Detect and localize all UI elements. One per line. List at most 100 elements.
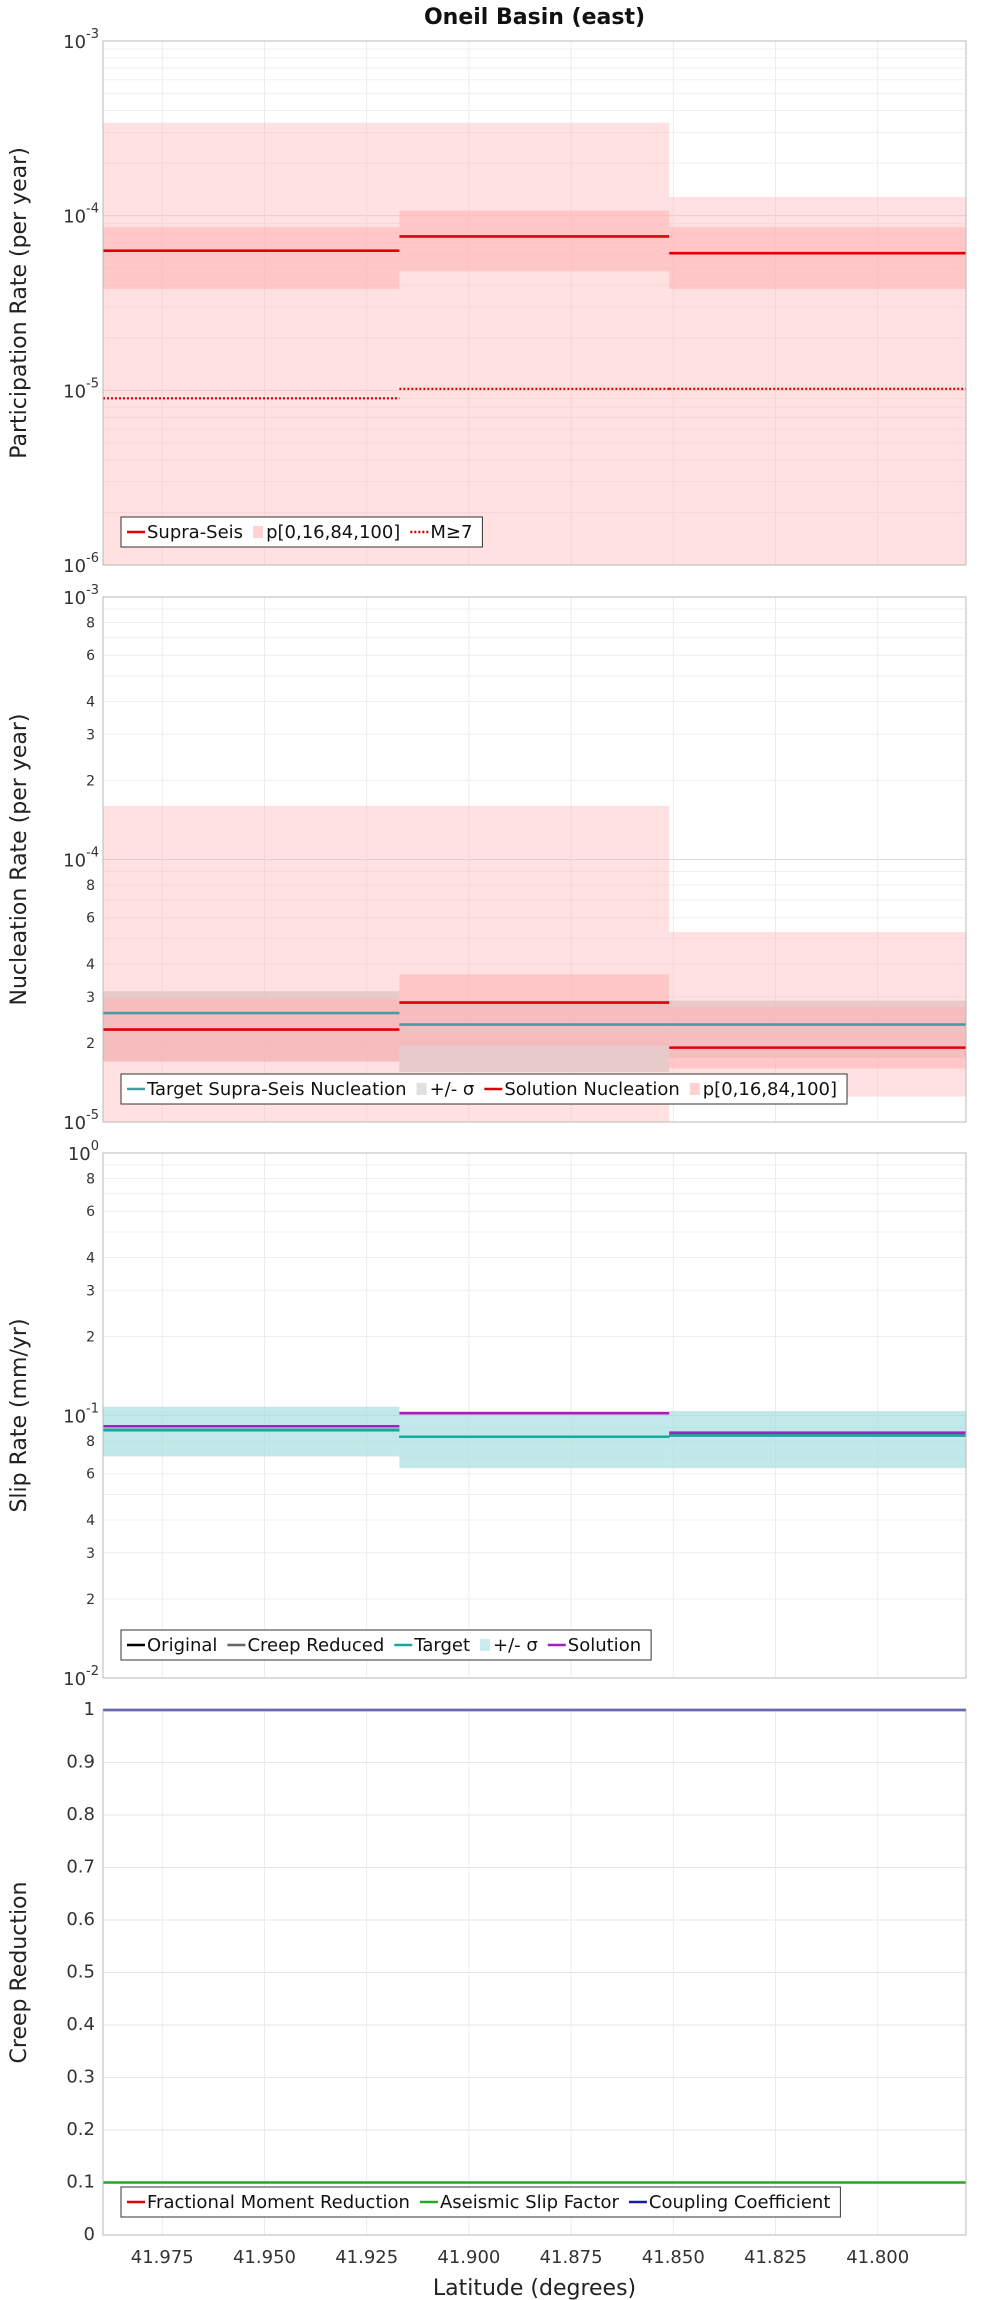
x-tick-label: 41.900 [437, 2247, 500, 2268]
y-tick-label: 3 [86, 1283, 95, 1299]
band-mark [399, 210, 670, 272]
y-tick-label: 6 [86, 1467, 95, 1483]
legend-label: Coupling Coefficient [649, 2192, 830, 2213]
legend-label: Fractional Moment Reduction [147, 2192, 410, 2213]
band-mark [669, 227, 966, 290]
x-tick-label: 41.825 [744, 2247, 807, 2268]
legend-swatch [416, 1083, 427, 1095]
legend: Fractional Moment Reduction Aseismic Slip… [120, 2186, 841, 2218]
x-tick-label: 41.875 [540, 2247, 603, 2268]
y-tick-label: 0.4 [66, 2014, 95, 2035]
x-tick-label: 41.925 [335, 2247, 398, 2268]
y-tick-label: 10-6 [63, 551, 99, 577]
plot-frame [102, 596, 967, 1123]
y-tick-label: 100 [68, 1139, 99, 1165]
y-tick-label: 8 [86, 878, 95, 894]
chart-panel-3: 100 8 6 4 3 2 10-1 8 6 4 3 2 10-2 Slip Rate (mm/yr) Or… [7, 1139, 967, 1690]
y-tick-label: 6 [86, 911, 95, 927]
y-tick-label: 0.8 [66, 1804, 95, 1825]
legend-label: +/- σ [493, 1635, 538, 1656]
y-tick-label: 2 [86, 1592, 95, 1608]
y-tick-label: 10-3 [63, 27, 99, 53]
x-axis-label: Latitude (degrees) [433, 2276, 636, 2300]
y-tick-label: 4 [86, 1513, 95, 1529]
y-axis-label: Creep Reduction [7, 1882, 32, 2064]
y-tick-label: 0.6 [66, 1909, 95, 1930]
y-axis-label: Slip Rate (mm/yr) [7, 1318, 32, 1512]
legend-label: Solution [568, 1635, 641, 1656]
y-tick-label: 0.2 [66, 2119, 95, 2140]
y-tick-label: 1 [84, 1699, 95, 1720]
y-tick-label: 4 [86, 1250, 95, 1266]
band-mark [399, 805, 670, 1122]
band-mark [103, 227, 400, 290]
legend-label: M≥7 [430, 522, 472, 543]
y-tick-label: 4 [86, 694, 95, 710]
legend: Supra-Seis p[0,16,84,100] M≥7 [120, 516, 483, 548]
legend-label: +/- σ [430, 1079, 475, 1100]
band-mark [103, 805, 400, 1122]
legend-label: Aseismic Slip Factor [440, 2192, 620, 2213]
y-tick-label: 0.5 [66, 1962, 95, 1983]
y-tick-label: 8 [86, 615, 95, 631]
x-tick-label: 41.850 [642, 2247, 705, 2268]
chart-panel-4: 1 0.9 0.8 0.7 0.6 0.5 0.4 0.3 0.2 0.1 0 Creep Reduc… [7, 1699, 967, 2300]
legend-label: Original [147, 1635, 217, 1656]
legend-label: Supra-Seis [147, 522, 243, 543]
plot-frame [102, 1152, 967, 1679]
legend-swatch [480, 1639, 490, 1651]
plot-frame [102, 1709, 967, 2236]
chart-panel-2: 10-3 8 6 4 3 2 10-4 8 6 4 3 2 10-5 Nucleation Rate (p… [7, 583, 967, 1134]
y-tick-label: 0.9 [66, 1752, 95, 1773]
y-tick-label: 10-2 [63, 1664, 99, 1690]
band-mark [669, 1006, 966, 1069]
band-mark [103, 1406, 400, 1457]
legend-swatch [689, 1083, 700, 1095]
y-tick-label: 10-3 [63, 583, 99, 609]
y-tick-label: 3 [86, 1546, 95, 1562]
legend-label: p[0,16,84,100] [266, 522, 400, 543]
legend-label: Target Supra-Seis Nucleation [146, 1079, 407, 1100]
y-tick-label: 8 [86, 1171, 95, 1187]
y-tick-label: 4 [86, 957, 95, 973]
band-mark [399, 1411, 670, 1469]
band-mark [103, 122, 400, 565]
y-tick-label: 10-4 [63, 202, 99, 228]
legend: Target Supra-Seis Nucleation +/- σ Solutio… [120, 1073, 848, 1105]
chart-panel-1: 10-3 10-4 10-5 10-6 Participation Rate (per … [7, 5, 967, 577]
legend-label: p[0,16,84,100] [703, 1079, 837, 1100]
chart-title: Oneil Basin (east) [424, 5, 645, 30]
legend: Original Creep Reduced Target +/- σ Solution [120, 1629, 652, 1661]
x-tick-label: 41.800 [846, 2247, 909, 2268]
y-tick-label: 6 [86, 648, 95, 664]
y-tick-label: 0.3 [66, 2067, 95, 2088]
y-tick-label: 3 [86, 990, 95, 1006]
plot-area [103, 41, 966, 565]
y-axis-label: Nucleation Rate (per year) [7, 714, 32, 1006]
legend-swatch [253, 526, 264, 538]
y-tick-label: 3 [86, 727, 95, 743]
legend-label: Solution Nucleation [504, 1079, 679, 1100]
y-axis-label: Participation Rate (per year) [7, 147, 32, 459]
y-tick-label: 10-5 [63, 376, 99, 402]
band-mark [669, 1411, 966, 1469]
y-tick-label: 10-5 [63, 1108, 99, 1134]
y-tick-label: 2 [86, 1329, 95, 1345]
y-tick-label: 2 [86, 1036, 95, 1052]
band-mark [399, 122, 670, 565]
y-tick-label: 8 [86, 1434, 95, 1450]
band-mark [399, 974, 670, 1046]
y-tick-label: 0.7 [66, 1857, 95, 1878]
legend-label: Target [413, 1635, 470, 1656]
y-tick-label: 10-4 [63, 846, 99, 872]
plot-frame [102, 40, 967, 566]
y-tick-label: 0 [84, 2224, 95, 2245]
y-tick-label: 10-1 [63, 1402, 99, 1428]
y-tick-label: 0.1 [66, 2172, 95, 2193]
legend-label: Creep Reduced [247, 1635, 384, 1656]
legend-box [120, 2186, 841, 2218]
legend-box [120, 1073, 848, 1105]
y-tick-label: 2 [86, 773, 95, 789]
x-tick-label: 41.950 [233, 2247, 296, 2268]
